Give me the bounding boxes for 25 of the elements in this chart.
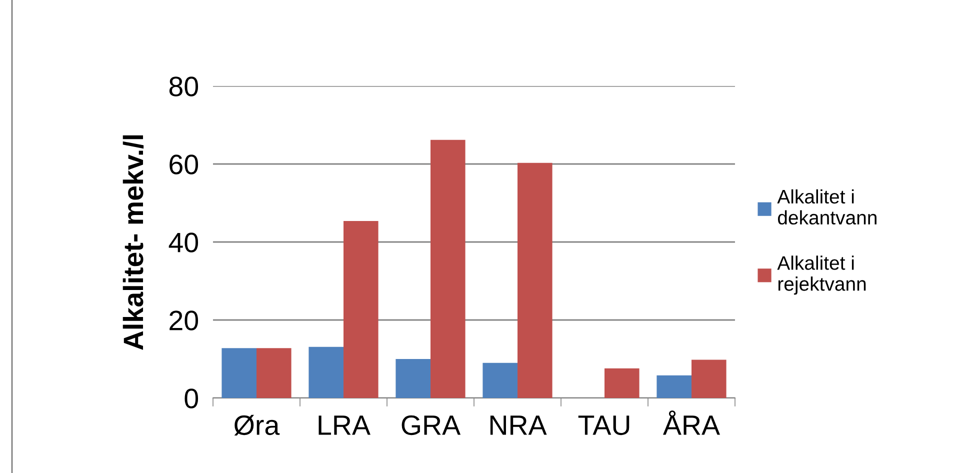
y-tick-label: 60 [170, 154, 198, 174]
bar [692, 360, 726, 398]
legend-label: Alkalitet i dekantvann [777, 189, 876, 225]
y-tick-label: 80 [169, 76, 198, 96]
bar [396, 359, 430, 398]
x-tick-label: ÅRA [662, 410, 720, 435]
bar [430, 140, 466, 398]
x-tick-label: GRA [402, 415, 461, 436]
y-tick-label: 20 [170, 310, 198, 330]
x-tick-label: NRA [490, 416, 547, 435]
x-tick-label: TAU [578, 416, 630, 436]
legend-label: Alkalitet i rejektvann [777, 256, 866, 295]
bar [344, 220, 378, 398]
bar [308, 346, 344, 398]
x-tick-label: LRA [318, 416, 370, 435]
bar [604, 368, 640, 398]
bar [518, 162, 552, 398]
y-tick-label: 0 [184, 388, 198, 408]
bar [256, 348, 292, 398]
bar [482, 362, 518, 398]
y-axis-title: Alkalitet- mekv./l [122, 135, 144, 350]
x-tick-label: Øra [234, 414, 280, 436]
bar [222, 348, 256, 398]
bar [656, 375, 692, 398]
y-tick-label: 40 [168, 232, 198, 252]
